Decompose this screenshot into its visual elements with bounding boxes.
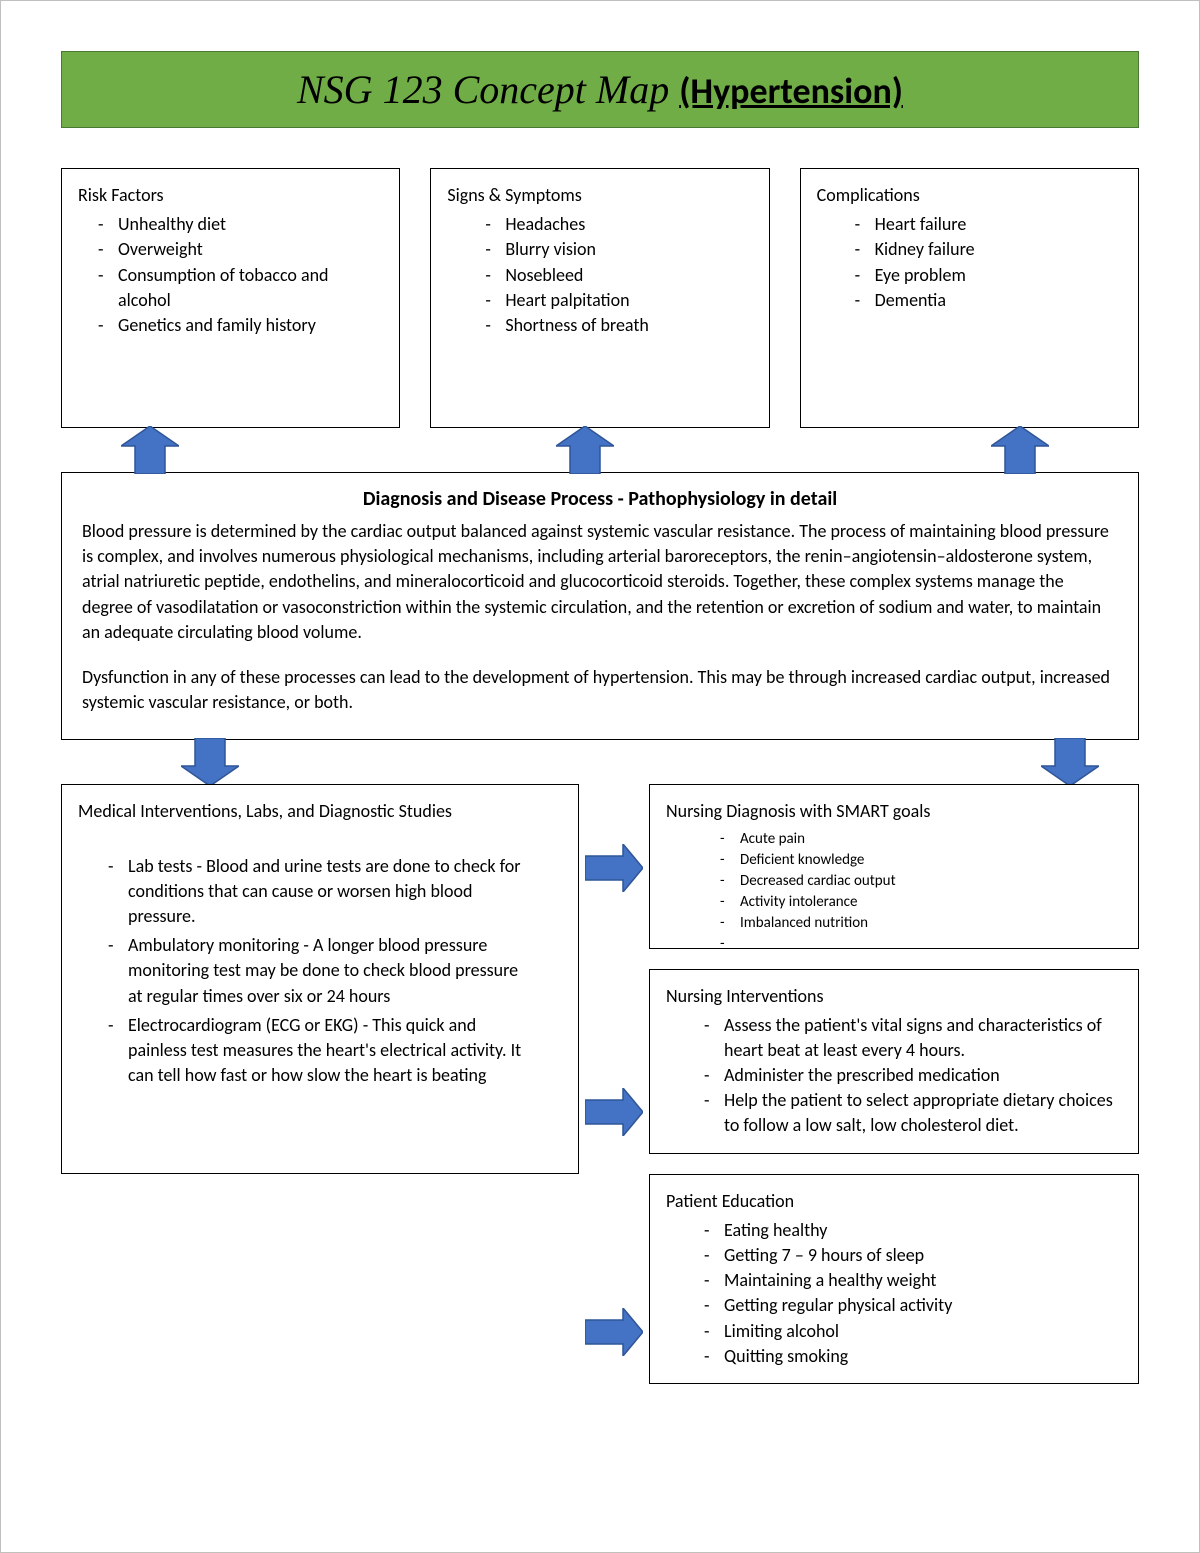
- arrow-down-icon: [181, 738, 239, 786]
- list-item: Genetics and family history: [114, 313, 383, 338]
- list-item: Shortness of breath: [501, 313, 752, 338]
- list-item: Kidney failure: [871, 237, 1122, 262]
- list-item: Acute pain: [736, 829, 1122, 850]
- concept-map-page: NSG 123 Concept Map (Hypertension) Risk …: [0, 0, 1200, 1553]
- list-item: Blurry vision: [501, 237, 752, 262]
- diagnosis-box: Diagnosis and Disease Process - Pathophy…: [61, 472, 1139, 740]
- list-item: Dementia: [871, 288, 1122, 313]
- list-item: Getting 7 – 9 hours of sleep: [720, 1243, 1122, 1268]
- complications-title: Complications: [817, 183, 1122, 208]
- risk-title: Risk Factors: [78, 183, 383, 208]
- list-item: Activity intolerance: [736, 892, 1122, 913]
- medical-title: Medical Interventions, Labs, and Diagnos…: [78, 799, 562, 824]
- arrow-right-icon: [585, 844, 643, 892]
- arrow-down-icon: [1041, 738, 1099, 786]
- patient-education-box: Patient Education Eating healthy Getting…: [649, 1174, 1139, 1384]
- list-item: Unhealthy diet: [114, 212, 383, 237]
- signs-list: Headaches Blurry vision Nosebleed Heart …: [447, 212, 752, 338]
- arrow-right-icon: [585, 1088, 643, 1136]
- list-item: Assess the patient's vital signs and cha…: [720, 1013, 1122, 1063]
- signs-symptoms-box: Signs & Symptoms Headaches Blurry vision…: [430, 168, 769, 428]
- risk-factors-box: Risk Factors Unhealthy diet Overweight C…: [61, 168, 400, 428]
- nursing-interventions-box: Nursing Interventions Assess the patient…: [649, 969, 1139, 1154]
- patient-edu-title: Patient Education: [666, 1189, 1122, 1214]
- list-item: Heart palpitation: [501, 288, 752, 313]
- list-item: Consumption of tobacco and alcohol: [114, 263, 383, 313]
- diagnosis-title: Diagnosis and Disease Process - Pathophy…: [82, 485, 1118, 513]
- list-item: Administer the prescribed medication: [720, 1063, 1122, 1088]
- list-item: Deficient knowledge: [736, 850, 1122, 871]
- patient-edu-list: Eating healthy Getting 7 – 9 hours of sl…: [666, 1218, 1122, 1369]
- complications-list: Heart failure Kidney failure Eye problem…: [817, 212, 1122, 313]
- list-item: Imbalanced nutrition: [736, 913, 1122, 934]
- list-item: Maintaining a healthy weight: [720, 1268, 1122, 1293]
- list-item: Ambulatory monitoring - A longer blood p…: [124, 933, 536, 1009]
- nursing-int-title: Nursing Interventions: [666, 984, 1122, 1009]
- right-column: Nursing Diagnosis with SMART goals Acute…: [649, 784, 1139, 1384]
- list-item: Getting regular physical activity: [720, 1293, 1122, 1318]
- arrow-up-icon: [991, 426, 1049, 474]
- list-item: Headaches: [501, 212, 752, 237]
- list-item: Eye problem: [871, 263, 1122, 288]
- top-row: Risk Factors Unhealthy diet Overweight C…: [61, 168, 1139, 428]
- title-bar: NSG 123 Concept Map (Hypertension): [61, 51, 1139, 128]
- title-main: NSG 123 Concept Map: [297, 67, 679, 112]
- diagnosis-p2: Dysfunction in any of these processes ca…: [82, 665, 1118, 715]
- list-item: Overweight: [114, 237, 383, 262]
- list-item: Quitting smoking: [720, 1344, 1122, 1369]
- list-item: Heart failure: [871, 212, 1122, 237]
- nursing-int-list: Assess the patient's vital signs and cha…: [666, 1013, 1122, 1139]
- nursing-diagnosis-box: Nursing Diagnosis with SMART goals Acute…: [649, 784, 1139, 948]
- list-item: Limiting alcohol: [720, 1319, 1122, 1344]
- top-arrows-row: [61, 426, 1139, 474]
- arrow-up-icon: [556, 426, 614, 474]
- arrow-right-icon: [585, 1308, 643, 1356]
- list-item: Help the patient to select appropriate d…: [720, 1088, 1122, 1138]
- list-item: Eating healthy: [720, 1218, 1122, 1243]
- medical-list: Lab tests - Blood and urine tests are do…: [78, 854, 562, 1089]
- list-item: Decreased cardiac output: [736, 871, 1122, 892]
- left-column: Medical Interventions, Labs, and Diagnos…: [61, 784, 579, 1174]
- right-arrows-column: [579, 784, 649, 1356]
- list-item: Electrocardiogram (ECG or EKG) - This qu…: [124, 1013, 536, 1089]
- mid-arrows-row: [61, 738, 1139, 786]
- medical-interventions-box: Medical Interventions, Labs, and Diagnos…: [61, 784, 579, 1174]
- complications-box: Complications Heart failure Kidney failu…: [800, 168, 1139, 428]
- arrow-up-icon: [121, 426, 179, 474]
- list-item: Lab tests - Blood and urine tests are do…: [124, 854, 536, 930]
- nursing-diag-list: Acute pain Deficient knowledge Decreased…: [666, 829, 1122, 934]
- bottom-row: Medical Interventions, Labs, and Diagnos…: [61, 784, 1139, 1384]
- signs-title: Signs & Symptoms: [447, 183, 752, 208]
- nursing-diag-title: Nursing Diagnosis with SMART goals: [666, 799, 1122, 824]
- list-item: Nosebleed: [501, 263, 752, 288]
- title-sub: (Hypertension): [679, 69, 903, 113]
- diagnosis-p1: Blood pressure is determined by the card…: [82, 519, 1118, 645]
- risk-list: Unhealthy diet Overweight Consumption of…: [78, 212, 383, 338]
